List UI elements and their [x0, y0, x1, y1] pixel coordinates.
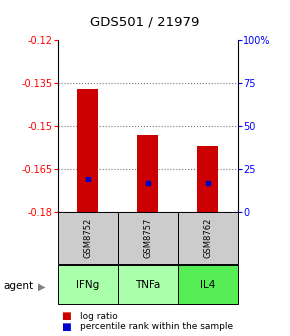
- Bar: [197, 146, 218, 212]
- Text: GDS501 / 21979: GDS501 / 21979: [90, 15, 200, 28]
- Text: IL4: IL4: [200, 280, 215, 290]
- Text: ■: ■: [61, 322, 71, 332]
- Text: percentile rank within the sample: percentile rank within the sample: [80, 323, 233, 331]
- Bar: [77, 89, 98, 212]
- Text: ▶: ▶: [38, 281, 46, 291]
- Bar: [178, 265, 238, 304]
- Bar: [58, 212, 118, 264]
- Text: agent: agent: [3, 281, 33, 291]
- Text: IFNg: IFNg: [76, 280, 99, 290]
- Bar: [137, 135, 158, 212]
- Text: ■: ■: [61, 311, 71, 321]
- Bar: [178, 212, 238, 264]
- Bar: [118, 265, 178, 304]
- Text: log ratio: log ratio: [80, 312, 117, 321]
- Bar: [118, 212, 178, 264]
- Text: GSM8752: GSM8752: [84, 218, 93, 258]
- Bar: [58, 265, 118, 304]
- Text: GSM8762: GSM8762: [203, 217, 212, 258]
- Text: TNFa: TNFa: [135, 280, 161, 290]
- Text: GSM8757: GSM8757: [143, 217, 153, 258]
